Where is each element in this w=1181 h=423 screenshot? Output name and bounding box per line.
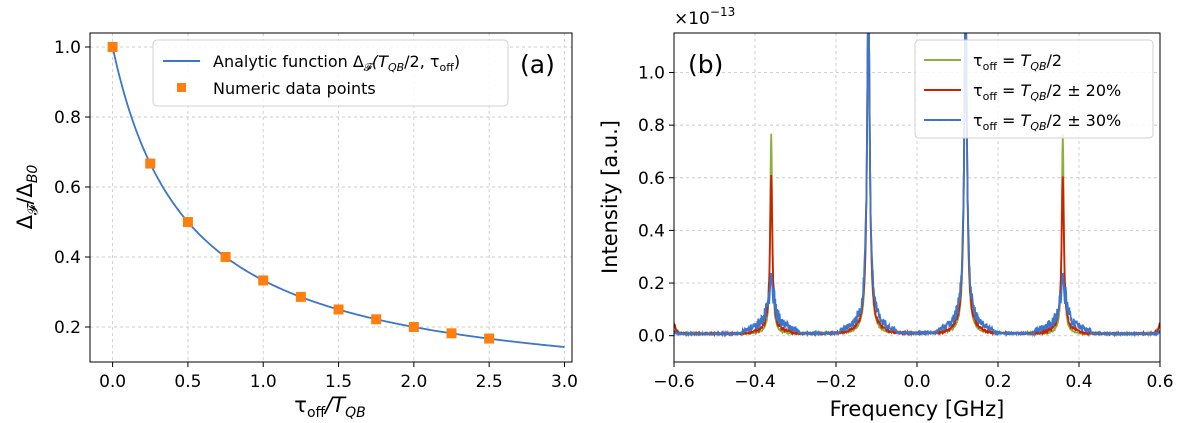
- ticks-a: 0.0 0.5 1.0 1.5 2.0 2.5 3.0 0.2 0.4 0.6 0.8 1.0: [54, 38, 578, 392]
- legend-box-a: [152, 39, 509, 107]
- x-axis-label-b: Frequency [GHz]: [830, 397, 1005, 421]
- data-point-numeric: [484, 333, 495, 344]
- legend-label-numeric: Numeric data points: [213, 79, 376, 98]
- a-xtick-label: 0.5: [174, 372, 201, 392]
- x-axis-label-a: τoff/TQB: [294, 393, 365, 421]
- data-point-numeric: [220, 252, 231, 262]
- b-ytick-label: 0.0: [638, 327, 665, 347]
- a-xtick-label: 2.5: [476, 372, 503, 392]
- a-ytick-label: 0.8: [54, 108, 81, 128]
- data-point-numeric: [371, 314, 382, 325]
- b-xtick-label: −0.4: [734, 372, 775, 392]
- legend-label-analytic: Analytic function Δ𝓕(TQB/2, τoff): [213, 52, 460, 74]
- legend-box-b: [914, 39, 1154, 139]
- ticks-b: −0.6 −0.4 −0.2 0.0 0.2 0.4 0.6 0.0 0.2 0.4 0.6 0.8 1…: [638, 63, 1174, 392]
- legend-b: τoff = TQB/2 τoff = TQB/2 ± 20% τoff = T…: [914, 39, 1154, 139]
- b-ytick-label: 1.0: [638, 63, 665, 83]
- data-point-numeric: [446, 328, 457, 339]
- scale-label-b: ×10−13: [674, 5, 735, 29]
- legend-a: Analytic function Δ𝓕(TQB/2, τoff) Numeri…: [152, 39, 509, 107]
- b-xtick-label: 0.4: [1065, 372, 1092, 392]
- panel-label-a: (a): [520, 50, 555, 79]
- a-xtick-label: 0.0: [99, 372, 126, 392]
- a-ytick-label: 0.6: [54, 178, 81, 198]
- data-point-numeric: [408, 322, 419, 332]
- legend-swatch-numeric: [177, 83, 186, 92]
- series-b: [674, 33, 1160, 338]
- chart-panel-a: 0.0 0.5 1.0 1.5 2.0 2.5 3.0 0.2 0.4 0.6 0.8 1.0 (a)…: [13, 32, 578, 421]
- b-ytick-label: 0.6: [638, 169, 665, 189]
- a-ytick-label: 0.4: [54, 248, 81, 268]
- series-a: [107, 42, 565, 348]
- b-xtick-label: 0.0: [903, 372, 930, 392]
- y-axis-label-b: Intensity [a.u.]: [598, 120, 622, 274]
- a-xtick-label: 2.0: [400, 372, 427, 392]
- a-xtick-label: 3.0: [551, 372, 578, 392]
- b-ytick-label: 0.8: [638, 116, 665, 136]
- y-axis-label-a: Δ𝓕/ΔB0: [13, 165, 41, 230]
- plot-frame-a: [89, 32, 573, 363]
- a-ytick-label: 1.0: [54, 38, 81, 58]
- a-ytick-label: 0.2: [54, 318, 81, 338]
- series-line-b2: [674, 33, 1160, 338]
- b-xtick-label: 0.6: [1146, 372, 1173, 392]
- legend-label-b2: τoff = TQB/2 ± 30%: [973, 111, 1121, 133]
- data-point-numeric: [333, 304, 344, 315]
- chart-panel-b: −0.6 −0.4 −0.2 0.0 0.2 0.4 0.6 0.0 0.2 0.4 0.6 0.8 1…: [598, 5, 1174, 421]
- legend-label-b0: τoff = TQB/2: [973, 51, 1062, 73]
- b-ytick-label: 0.4: [638, 221, 665, 241]
- data-point-numeric: [182, 217, 193, 227]
- legend-label-b1: τoff = TQB/2 ± 20%: [973, 81, 1121, 103]
- panel-label-b: (b): [688, 50, 723, 79]
- data-point-numeric: [295, 291, 306, 302]
- b-xtick-label: 0.2: [984, 372, 1011, 392]
- data-point-numeric: [107, 42, 118, 52]
- a-xtick-label: 1.5: [325, 372, 352, 392]
- b-xtick-label: −0.2: [815, 372, 856, 392]
- b-xtick-label: −0.6: [653, 372, 694, 392]
- a-xtick-label: 1.0: [250, 372, 277, 392]
- data-point-numeric: [145, 158, 156, 169]
- data-point-numeric: [258, 275, 269, 286]
- b-ytick-label: 0.2: [638, 274, 665, 294]
